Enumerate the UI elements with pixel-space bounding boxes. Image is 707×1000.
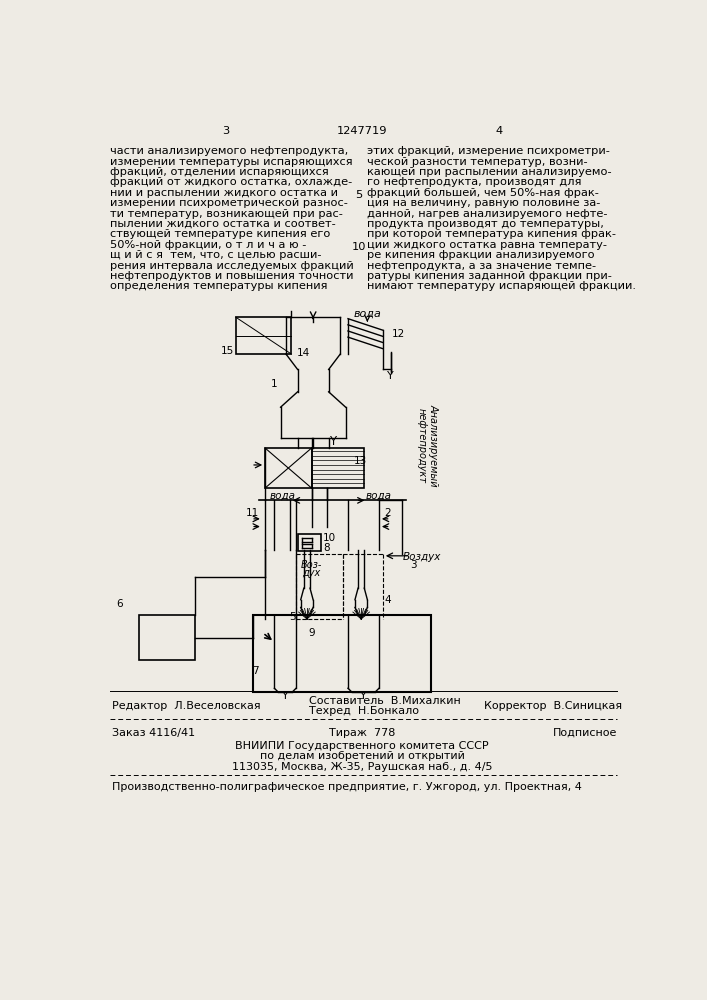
Text: Воздух: Воздух (402, 552, 440, 562)
Text: фракций, отделении испаряющихся: фракций, отделении испаряющихся (110, 167, 329, 177)
Text: пылении жидкого остатка и соответ-: пылении жидкого остатка и соответ- (110, 219, 336, 229)
Text: 3: 3 (222, 126, 229, 136)
Text: вода: вода (269, 491, 295, 501)
Bar (312, 448, 364, 488)
Text: 15: 15 (221, 346, 235, 356)
Text: Анализируемый
нефтепродукт: Анализируемый нефтепродукт (417, 404, 438, 487)
Text: щ и й с я  тем, что, с целью расши-: щ и й с я тем, что, с целью расши- (110, 250, 322, 260)
Text: ция на величину, равную половине за-: ция на величину, равную половине за- (368, 198, 601, 208)
Text: 1247719: 1247719 (337, 126, 387, 136)
Text: Редактор  Л.Веселовская: Редактор Л.Веселовская (112, 701, 260, 711)
Text: Y: Y (329, 435, 336, 448)
Text: 9: 9 (308, 628, 315, 638)
Text: 3: 3 (410, 560, 416, 570)
Text: нимают температуру испаряющей фракции.: нимают температуру испаряющей фракции. (368, 281, 636, 291)
Text: 6: 6 (117, 599, 123, 609)
Text: 10: 10 (351, 242, 366, 252)
Bar (139, 615, 194, 660)
Text: нефтепродукта, а за значение темпе-: нефтепродукта, а за значение темпе- (368, 261, 597, 271)
Text: рения интервала исследуемых фракций: рения интервала исследуемых фракций (110, 261, 354, 271)
Text: ческой разности температур, возни-: ческой разности температур, возни- (368, 157, 588, 167)
Text: Производственно-полиграфическое предприятие, г. Ужгород, ул. Проектная, 4: Производственно-полиграфическое предприя… (112, 782, 581, 792)
Text: определения температуры кипения: определения температуры кипения (110, 281, 327, 291)
Text: 1: 1 (271, 379, 277, 389)
Text: Подписное: Подписное (553, 728, 617, 738)
Text: при которой температура кипения фрак-: при которой температура кипения фрак- (368, 229, 617, 239)
Text: фракций от жидкого остатка, охлажде-: фракций от жидкого остатка, охлажде- (110, 177, 352, 187)
Text: продукта производят до температуры,: продукта производят до температуры, (368, 219, 604, 229)
Text: по делам изобретений и открытий: по делам изобретений и открытий (259, 751, 464, 761)
Text: ВНИИПИ Государственного комитета СССР: ВНИИПИ Государственного комитета СССР (235, 741, 489, 751)
Text: 12: 12 (392, 329, 405, 339)
Text: Корректор  В.Синицкая: Корректор В.Синицкая (484, 701, 621, 711)
Text: вода: вода (354, 309, 381, 319)
Text: 4: 4 (496, 126, 503, 136)
Text: Составитель  В.Михалкин: Составитель В.Михалкин (309, 696, 461, 706)
Text: Y: Y (360, 691, 367, 701)
Bar (298, 534, 321, 551)
Text: 50%-ной фракции, о т л и ч а ю -: 50%-ной фракции, о т л и ч а ю - (110, 240, 306, 250)
Text: 7: 7 (252, 666, 259, 676)
Text: 10: 10 (323, 533, 337, 543)
Text: 14: 14 (297, 348, 310, 358)
Text: го нефтепродукта, производят для: го нефтепродукта, производят для (368, 177, 582, 187)
Bar (252, 615, 431, 692)
Text: 8: 8 (323, 543, 330, 553)
Text: нии и распылении жидкого остатка и: нии и распылении жидкого остатка и (110, 188, 338, 198)
Text: ции жидкого остатка равна температу-: ции жидкого остатка равна температу- (368, 240, 607, 250)
Text: ти температур, возникающей при рас-: ти температур, возникающей при рас- (110, 209, 343, 219)
Text: ствующей температуре кипения его: ствующей температуре кипения его (110, 229, 330, 239)
Text: ре кипения фракции анализируемого: ре кипения фракции анализируемого (368, 250, 595, 260)
Text: ратуры кипения заданной фракции при-: ратуры кипения заданной фракции при- (368, 271, 612, 281)
Text: 5: 5 (355, 190, 363, 200)
Text: измерении температуры испаряющихся: измерении температуры испаряющихся (110, 157, 353, 167)
Text: Воз-: Воз- (301, 560, 322, 570)
Bar (265, 448, 312, 488)
Text: 4: 4 (385, 595, 391, 605)
Text: Y: Y (282, 691, 288, 701)
Text: части анализируемого нефтепродукта,: части анализируемого нефтепродукта, (110, 146, 349, 156)
Text: Тираж  778: Тираж 778 (329, 728, 395, 738)
Text: Заказ 4116/41: Заказ 4116/41 (112, 728, 194, 738)
Text: данной, нагрев анализируемого нефте-: данной, нагрев анализируемого нефте- (368, 209, 608, 219)
Text: нефтепродуктов и повышения точности: нефтепродуктов и повышения точности (110, 271, 354, 281)
Text: этих фракций, измерение психрометри-: этих фракций, измерение психрометри- (368, 146, 610, 156)
Text: 113035, Москва, Ж-35, Раушская наб., д. 4/5: 113035, Москва, Ж-35, Раушская наб., д. … (232, 762, 492, 772)
Text: 5: 5 (289, 612, 296, 622)
Text: 11: 11 (245, 508, 259, 518)
Text: Y: Y (387, 371, 394, 381)
Text: 2: 2 (385, 508, 391, 518)
Text: измерении психрометрической разнос-: измерении психрометрической разнос- (110, 198, 348, 208)
Text: фракций большей, чем 50%-ная фрак-: фракций большей, чем 50%-ная фрак- (368, 188, 600, 198)
Text: дух: дух (303, 568, 321, 578)
Bar (235, 317, 291, 354)
Text: Техред  Н.Бонкало: Техред Н.Бонкало (309, 706, 419, 716)
Text: 13: 13 (354, 456, 367, 466)
Text: вода: вода (366, 491, 392, 501)
Text: кающей при распылении анализируемо-: кающей при распылении анализируемо- (368, 167, 612, 177)
